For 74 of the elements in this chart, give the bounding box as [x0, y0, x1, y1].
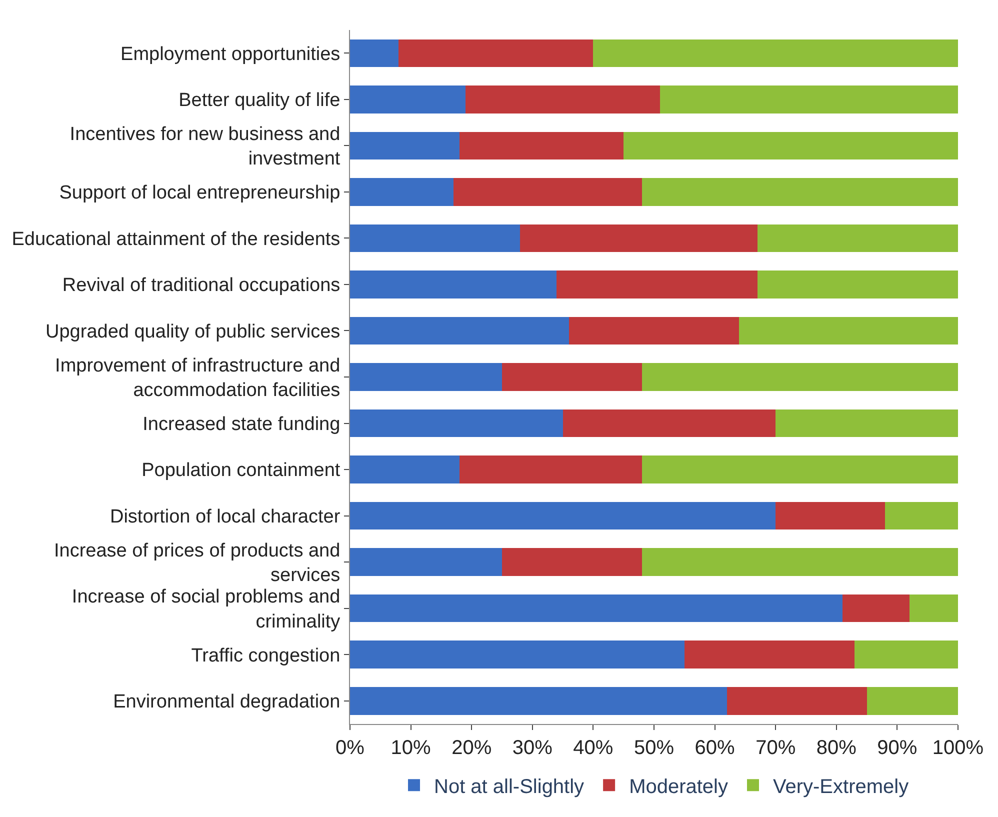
y-tick-label: Improvement of infrastructure and accommodation facilities: [55, 355, 340, 401]
bar: [350, 132, 460, 160]
bar: [642, 548, 958, 576]
y-tick-label: Incentives for new business and investment: [70, 124, 341, 170]
bar: [459, 456, 642, 484]
y-tick-label: Distortion of local character: [110, 506, 341, 528]
bar: [776, 502, 886, 530]
x-tick-label: 60%: [694, 737, 736, 759]
x-tick-label: 80%: [816, 737, 857, 759]
y-tick-label: Environmental degradation: [113, 692, 340, 713]
y-tick-label: Traffic congestion: [191, 645, 340, 666]
x-tick-label: 40%: [573, 737, 614, 759]
bar: [350, 640, 684, 668]
bar: [350, 409, 563, 438]
y-tick-label: Increase of social problems and criminality: [72, 586, 341, 632]
bar: [757, 224, 958, 252]
bar: [642, 178, 958, 206]
bar: [642, 456, 958, 484]
bar: [350, 316, 569, 345]
bar: [350, 456, 460, 484]
bar: [757, 270, 958, 298]
bar: [562, 409, 776, 438]
bar: [350, 39, 399, 68]
legend-label: Very-Extremely: [773, 776, 909, 798]
x-tick-label: 50%: [634, 737, 674, 759]
bar: [502, 548, 642, 576]
bar: [776, 409, 958, 438]
bar: [726, 686, 867, 715]
bar: [466, 86, 660, 114]
bar: [624, 132, 958, 160]
bar: [520, 224, 758, 252]
bar: [842, 594, 910, 622]
bar: [350, 548, 502, 576]
bar: [593, 39, 958, 68]
y-tick-label: Support of local entrepreneurship: [59, 182, 340, 204]
bar: [660, 86, 958, 114]
bar: [885, 502, 958, 530]
bar: [350, 224, 520, 252]
x-tick-label: 100%: [932, 737, 984, 759]
bar: [502, 363, 642, 391]
bar: [854, 640, 958, 668]
y-tick-label: Upgraded quality of public services: [46, 321, 340, 342]
bar: [739, 316, 958, 345]
bar: [350, 502, 776, 530]
x-tick-label: 10%: [390, 737, 432, 759]
bar: [350, 86, 466, 114]
y-tick-label: Educational attainment of the residents: [12, 228, 340, 250]
x-tick-label: 30%: [512, 737, 553, 759]
bar: [350, 178, 454, 206]
x-tick-label: 70%: [756, 737, 796, 759]
bar: [350, 594, 842, 622]
bar: [684, 640, 855, 668]
y-tick-label: Population containment: [142, 460, 341, 482]
bar: [642, 363, 958, 391]
legend-label: Not at all-Slightly: [434, 776, 584, 798]
legend-label: Moderately: [629, 776, 728, 798]
x-tick-label: 0%: [336, 737, 365, 759]
y-tick-label: Increase of prices of products and services: [54, 540, 340, 586]
x-tick-label: 20%: [452, 737, 492, 759]
bar: [350, 270, 557, 298]
bar: [350, 686, 727, 715]
bar: [459, 132, 624, 160]
y-tick-label: Increased state funding: [142, 414, 340, 435]
x-tick-label: 90%: [877, 737, 918, 759]
bar: [398, 39, 594, 68]
y-tick-label: Employment opportunities: [120, 44, 340, 65]
y-tick-label: Revival of traditional occupations: [62, 275, 340, 296]
bar: [350, 363, 502, 391]
bar: [568, 316, 740, 345]
y-tick-label: Better quality of life: [178, 90, 340, 112]
bar: [556, 270, 758, 298]
bar: [909, 594, 958, 622]
bar: [866, 686, 958, 715]
bar: [453, 178, 642, 206]
